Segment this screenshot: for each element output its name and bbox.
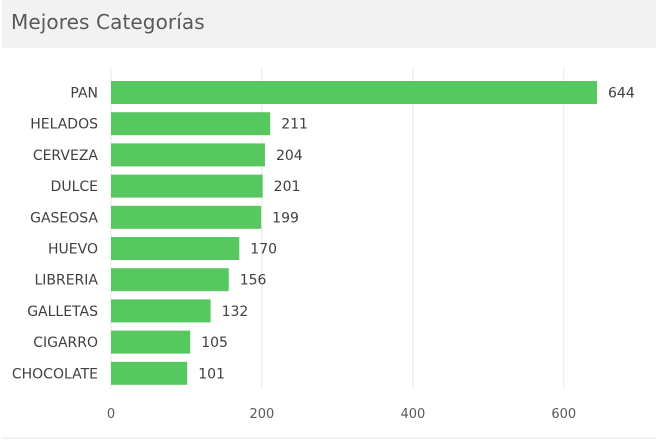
chart-area: PAN HELADOS CERVEZA DULCE GASEOSA HUEVO LIBRER… xyxy=(0,48,656,441)
value-label: 101 xyxy=(198,366,225,382)
value-label: 199 xyxy=(272,210,299,226)
bar-cigarro[interactable] xyxy=(111,330,191,354)
category-label: HELADOS xyxy=(30,117,98,133)
panel-title: Mejores Categorías xyxy=(11,10,205,34)
category-label: HUEVO xyxy=(48,242,98,258)
value-label: 170 xyxy=(250,242,277,258)
value-label: 156 xyxy=(240,273,267,289)
x-tick-label: 200 xyxy=(250,407,275,422)
value-label: 201 xyxy=(274,179,301,195)
category-label: CHOCOLATE xyxy=(12,366,98,382)
bar-dulce[interactable] xyxy=(111,174,263,198)
category-label: GASEOSA xyxy=(30,210,98,226)
bar-layer xyxy=(111,81,597,385)
x-tick-label: 600 xyxy=(551,407,576,422)
category-label: CERVEZA xyxy=(33,148,99,164)
bar-huevo[interactable] xyxy=(111,237,240,260)
panel-bottom-rule xyxy=(2,437,656,439)
bar-chart: PAN HELADOS CERVEZA DULCE GASEOSA HUEVO LIBRER… xyxy=(12,68,635,422)
x-tick-label: 400 xyxy=(400,407,425,422)
value-labels: 644 211 204 201 199 170 156 132 105 101 xyxy=(198,86,635,383)
x-axis-ticks: 0 200 400 600 xyxy=(107,407,576,422)
bar-libreria[interactable] xyxy=(111,268,229,292)
bar-pan[interactable] xyxy=(111,81,597,104)
value-label: 204 xyxy=(276,148,303,164)
category-label: DULCE xyxy=(51,179,98,195)
bar-chocolate[interactable] xyxy=(111,361,188,385)
x-tick-label: 0 xyxy=(107,407,115,422)
bar-gaseosa[interactable] xyxy=(111,205,262,229)
value-label: 105 xyxy=(201,335,228,351)
category-labels: PAN HELADOS CERVEZA DULCE GASEOSA HUEVO LIBRER… xyxy=(12,86,99,383)
category-label: LIBRERIA xyxy=(34,273,98,289)
panel-header: Mejores Categorías xyxy=(2,0,656,48)
value-label: 644 xyxy=(608,86,635,102)
value-label: 211 xyxy=(281,117,308,133)
bar-helados[interactable] xyxy=(111,112,271,136)
category-label: CIGARRO xyxy=(33,335,98,351)
bar-cerveza[interactable] xyxy=(111,143,265,167)
category-label: GALLETAS xyxy=(27,304,98,320)
value-label: 132 xyxy=(222,304,249,320)
category-label: PAN xyxy=(70,86,98,102)
bar-galletas[interactable] xyxy=(111,299,211,323)
